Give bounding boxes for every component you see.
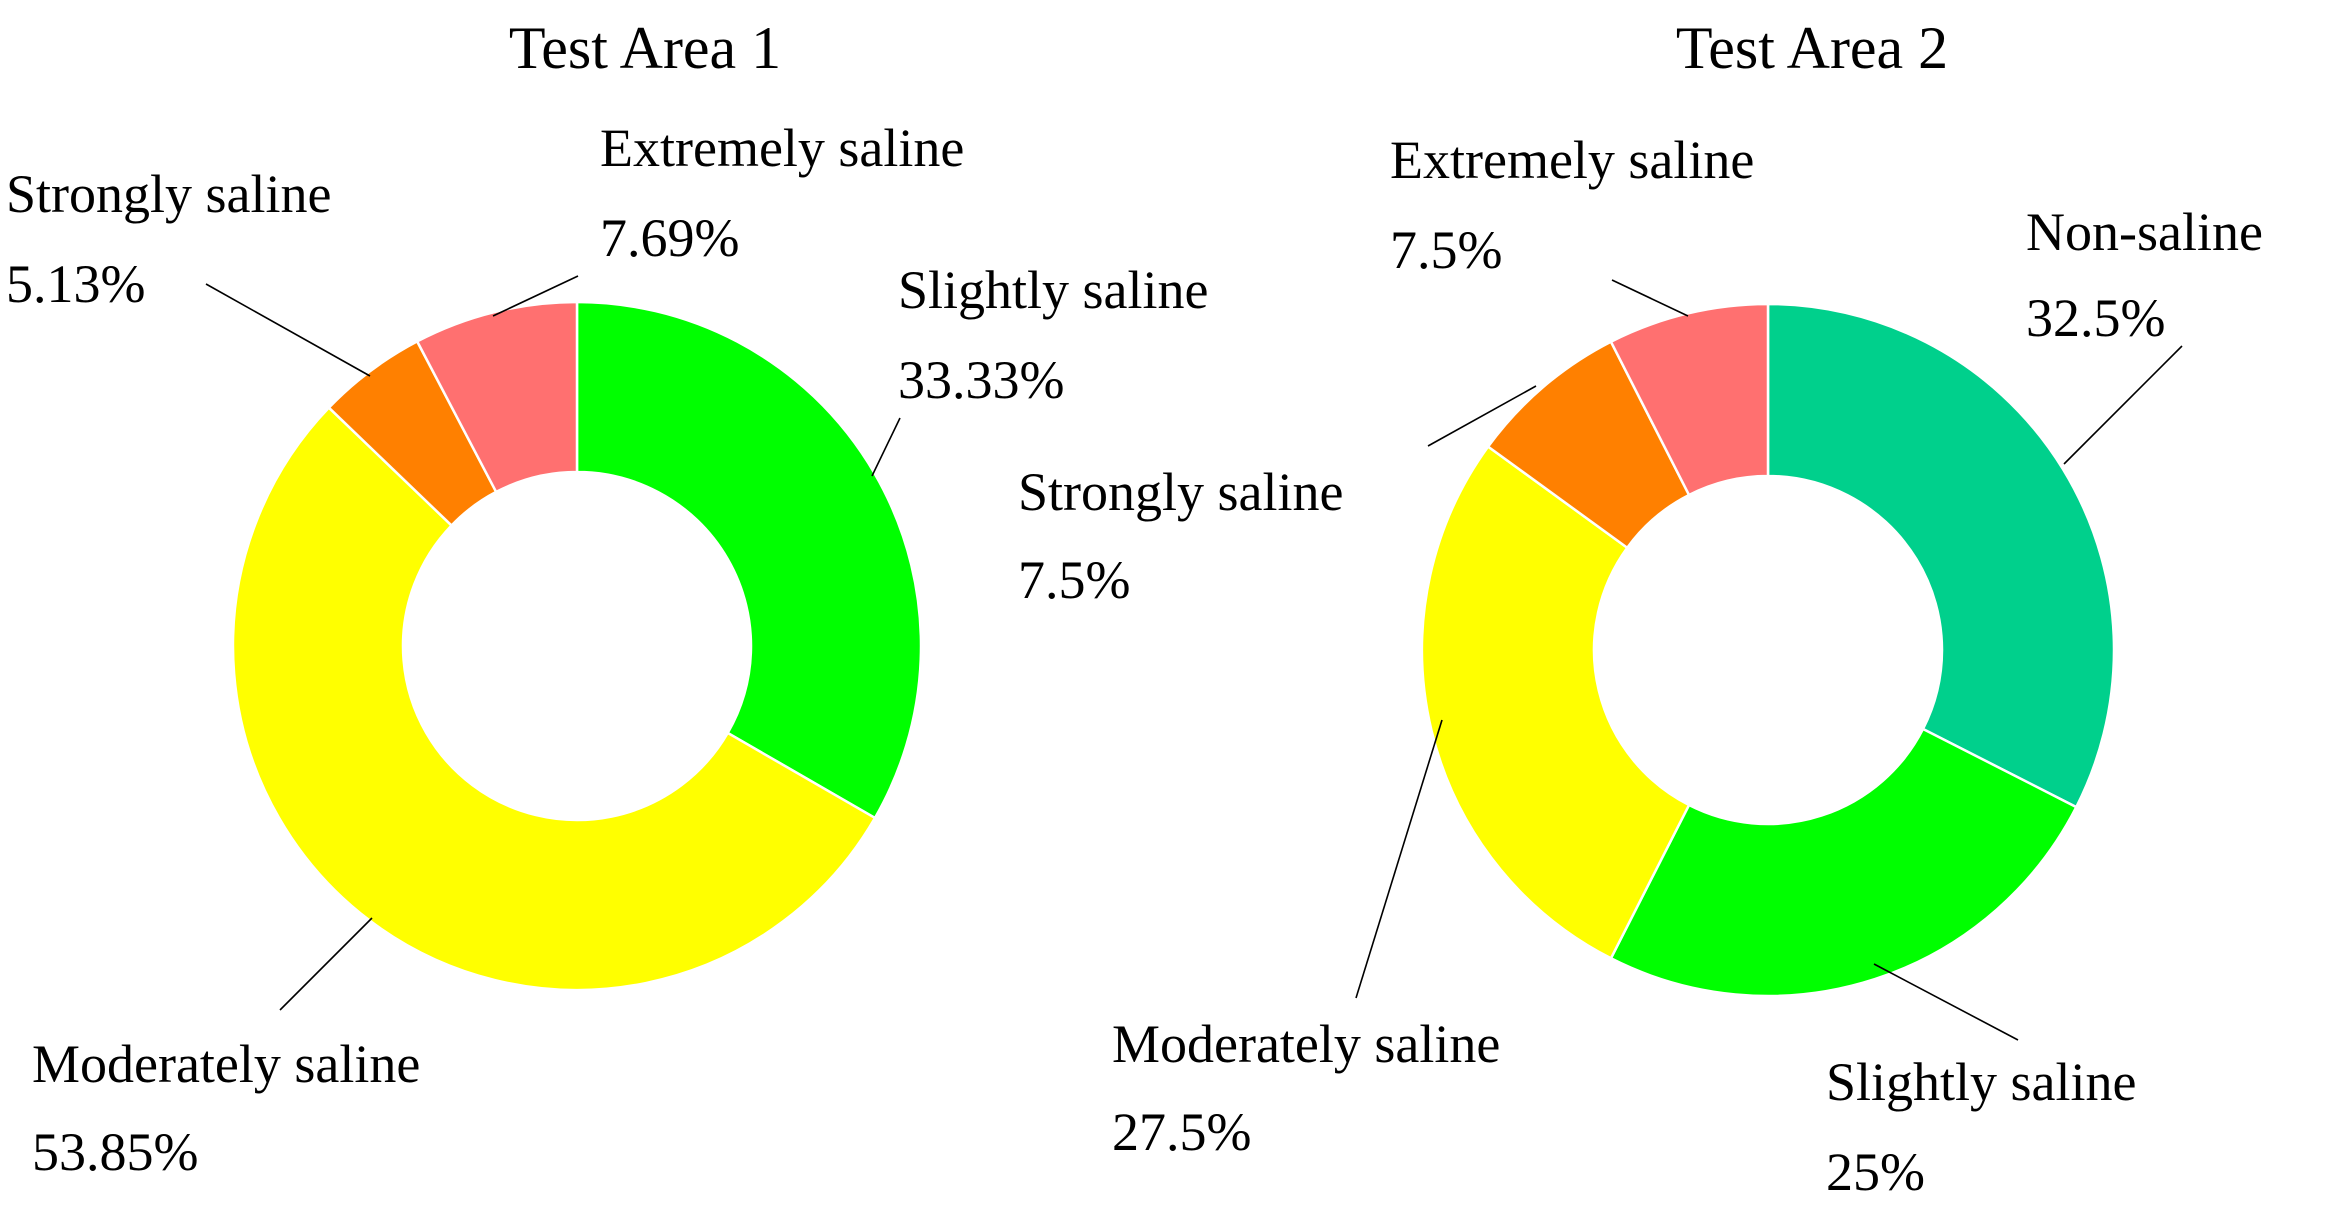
chart-2-label-strongly-saline: Strongly saline xyxy=(1018,462,1343,522)
chart-1-leader-strongly-saline xyxy=(205,283,371,377)
chart-2-slice-extremely-saline xyxy=(1609,302,1770,497)
chart-1-label-strongly-saline: Strongly saline xyxy=(6,164,331,224)
chart-2-label-non-saline: Non-saline xyxy=(2026,202,2263,262)
chart-2-slice-slightly-saline xyxy=(1609,727,2078,998)
chart-1-percent-strongly-saline: 5.13% xyxy=(6,254,145,314)
chart-1-slice-moderately-saline xyxy=(231,405,877,992)
chart-1-leader-slightly-saline xyxy=(871,417,901,477)
chart-1-label-slightly-saline: Slightly saline xyxy=(898,260,1209,320)
donut-test-area-1 xyxy=(231,300,923,992)
chart-2-slice-non-saline xyxy=(1766,302,2116,809)
chart-2-leader-non-saline xyxy=(2063,345,2183,465)
chart-1-slice-slightly-saline xyxy=(575,300,923,820)
chart-1-title: Test Area 1 xyxy=(509,15,781,81)
chart-1-leader-moderately-saline xyxy=(279,917,373,1011)
chart-2-leader-extremely-saline xyxy=(1611,279,1689,317)
chart-2-percent-slightly-saline: 25% xyxy=(1826,1142,1925,1202)
chart-1-slice-extremely-saline xyxy=(415,300,579,494)
chart-2-percent-extremely-saline: 7.5% xyxy=(1390,220,1502,280)
chart-2-percent-moderately-saline: 27.5% xyxy=(1112,1102,1251,1162)
chart-1-leader-extremely-saline xyxy=(492,275,579,317)
chart-2-percent-strongly-saline: 7.5% xyxy=(1018,550,1130,610)
chart-2-label-moderately-saline: Moderately saline xyxy=(1112,1014,1500,1074)
chart-2-label-extremely-saline: Extremely saline xyxy=(1390,130,1754,190)
chart-1-label-moderately-saline: Moderately saline xyxy=(32,1034,420,1094)
chart-1-label-extremely-saline: Extremely saline xyxy=(600,118,964,178)
chart-1-percent-extremely-saline: 7.69% xyxy=(600,208,739,268)
chart-2-slice-moderately-saline xyxy=(1420,444,1691,960)
chart-1-percent-slightly-saline: 33.33% xyxy=(898,350,1064,410)
chart-2-leader-moderately-saline xyxy=(1355,719,1443,999)
chart-test-area-1: Test Area 1 Slightly saline 33.33% Moder… xyxy=(6,15,1209,1182)
chart-2-leader-strongly-saline xyxy=(1427,385,1537,447)
chart-2-label-slightly-saline: Slightly saline xyxy=(1826,1052,2137,1112)
chart-test-area-2: Test Area 2 Non-saline 32.5% Slightly sa… xyxy=(1018,15,2263,1202)
chart-1-percent-moderately-saline: 53.85% xyxy=(32,1122,198,1182)
chart-2-title: Test Area 2 xyxy=(1676,15,1948,81)
chart-2-leader-slightly-saline xyxy=(1873,963,2019,1041)
donut-test-area-2 xyxy=(1420,302,2116,998)
chart-2-percent-non-saline: 32.5% xyxy=(2026,288,2165,348)
